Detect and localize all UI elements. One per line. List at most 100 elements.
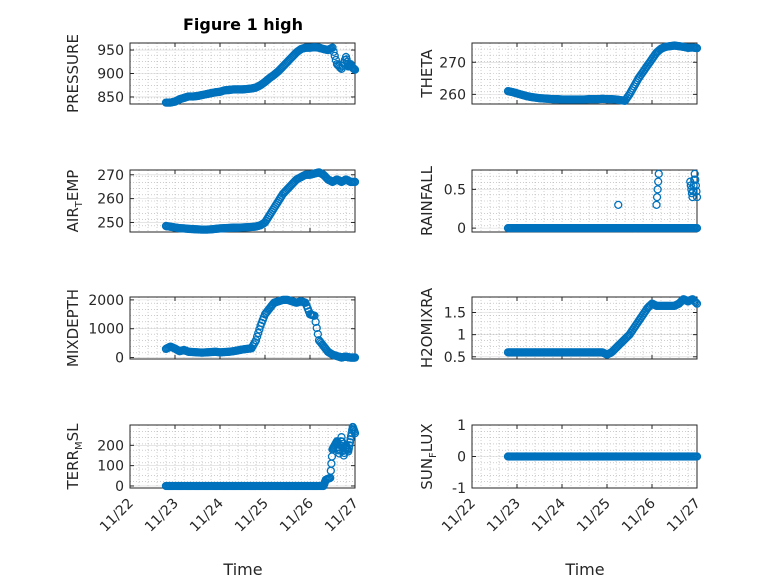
- data-point: [350, 65, 359, 74]
- y-tick-label: 0: [115, 351, 124, 367]
- y-tick-label: 0.5: [444, 350, 466, 366]
- data-series: [161, 422, 360, 491]
- data-series: [161, 168, 360, 234]
- y-axis-label: AIRTEMP: [64, 170, 85, 233]
- figure-title: Figure 1 high: [183, 15, 303, 34]
- data-point: [601, 349, 611, 359]
- x-tick-label: 11/26: [277, 495, 317, 535]
- data-point: [692, 192, 702, 202]
- data-point: [330, 51, 339, 61]
- x-axis-label-left: Time: [222, 560, 262, 579]
- y-tick-label: 250: [97, 215, 124, 231]
- data-point: [614, 200, 623, 210]
- data-series: [503, 452, 702, 461]
- data-point: [349, 177, 359, 187]
- data-point: [691, 452, 701, 461]
- x-tick-label: 11/27: [322, 496, 362, 536]
- x-tick-label: 11/26: [619, 495, 659, 535]
- y-tick-label: 200: [97, 438, 124, 454]
- x-tick-label: 11/23: [484, 496, 524, 536]
- data-point: [327, 452, 337, 461]
- y-tick-label: 0: [457, 221, 466, 237]
- x-tick-label: 11/22: [97, 496, 137, 536]
- data-series: [503, 295, 702, 359]
- data-point: [320, 171, 329, 181]
- data-point: [688, 192, 697, 202]
- subplot-rainfall: 0 0.5 RAINFALL: [418, 165, 702, 237]
- y-tick-label: 100: [97, 459, 124, 475]
- y-tick-label: -1: [452, 481, 466, 497]
- x-axis-label-right: Time: [564, 560, 604, 579]
- y-tick-label: 0: [115, 479, 124, 495]
- data-point: [284, 56, 293, 65]
- data-point: [654, 177, 663, 186]
- data-point: [324, 474, 334, 483]
- data-point: [652, 200, 661, 210]
- y-tick-label: 1.5: [444, 306, 466, 322]
- data-series: [503, 41, 702, 105]
- y-axis-label: PRESSURE: [64, 34, 82, 113]
- data-point: [691, 43, 701, 53]
- data-point: [284, 183, 293, 193]
- data-point: [288, 51, 298, 61]
- data-point: [295, 297, 305, 306]
- data-point: [252, 332, 262, 341]
- data-point: [275, 65, 284, 75]
- data-point: [628, 84, 638, 93]
- subplot-terr-msl: 0 100 200 TERRMSL 11/22 11/23 11/24 11/25 11/26 1…: [64, 423, 362, 536]
- data-point: [313, 329, 323, 339]
- data-point: [344, 444, 353, 453]
- data-point: [691, 181, 701, 190]
- y-tick-label: 0: [457, 450, 466, 466]
- y-tick-label: 1: [457, 418, 466, 434]
- y-tick-label: 260: [97, 192, 124, 208]
- data-point: [617, 338, 626, 347]
- plot-area: [130, 425, 355, 488]
- y-axis-label: THETA: [418, 49, 436, 99]
- subplot-air-temp: 250 260 270 AIRTEMP: [64, 168, 360, 234]
- data-point: [331, 55, 341, 65]
- data-point: [254, 328, 263, 338]
- data-point: [329, 47, 338, 56]
- data-point: [690, 297, 699, 306]
- data-point: [691, 298, 701, 307]
- data-point: [312, 323, 321, 333]
- axes-box: [129, 296, 356, 360]
- data-point: [343, 445, 352, 455]
- y-tick-label: 950: [97, 43, 124, 59]
- data-series: [161, 43, 360, 107]
- axes-box: [471, 42, 698, 105]
- x-tick-label: 11/24: [187, 495, 227, 535]
- x-tick-label: 11/22: [439, 496, 479, 536]
- data-point: [350, 353, 359, 362]
- x-tick-label: 11/24: [529, 495, 569, 535]
- y-axis-label: H2OMIXRA: [418, 287, 436, 368]
- y-tick-label: 270: [439, 55, 466, 71]
- data-point: [692, 187, 701, 196]
- y-axis-label: MIXDEPTH: [64, 289, 82, 367]
- data-point: [687, 223, 696, 233]
- y-tick-label: 900: [97, 67, 124, 83]
- data-point: [687, 452, 696, 461]
- data-point: [689, 296, 698, 305]
- data-point: [621, 333, 631, 343]
- x-tick-label: 11/25: [574, 496, 614, 536]
- y-tick-label: 270: [97, 168, 124, 184]
- data-point: [652, 192, 662, 202]
- major-grid: [130, 299, 355, 358]
- data-point: [337, 437, 347, 446]
- x-tick-label: 11/23: [142, 496, 182, 536]
- y-axis-label: TERRMSL: [64, 423, 85, 491]
- data-point: [279, 61, 289, 70]
- data-point: [691, 175, 700, 184]
- y-axis-label: RAINFALL: [418, 165, 436, 236]
- data-point: [345, 441, 354, 450]
- y-axis-label: SUNFLUX: [418, 423, 439, 489]
- data-point: [691, 223, 701, 233]
- y-tick-label: 1: [457, 328, 466, 344]
- y-tick-label: 850: [97, 90, 124, 106]
- data-point: [346, 435, 355, 444]
